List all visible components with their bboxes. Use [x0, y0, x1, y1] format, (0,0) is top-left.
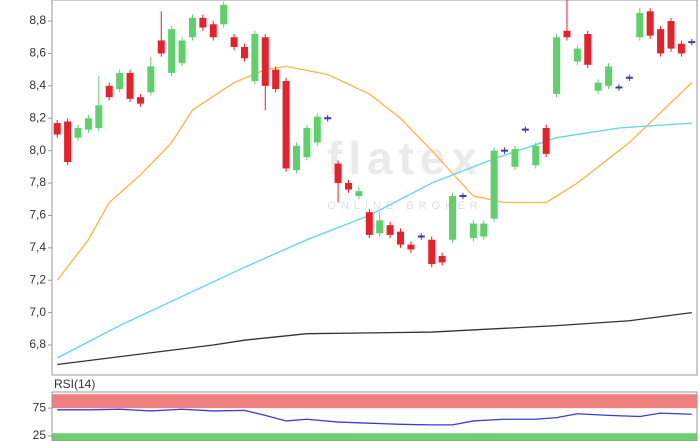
- y-tick-label: 8,4: [29, 78, 46, 92]
- candle-body: [230, 37, 238, 47]
- candle-body: [532, 145, 540, 166]
- candle-body: [677, 43, 685, 54]
- y-tick-label: 75: [33, 400, 47, 414]
- candle-body: [417, 235, 425, 238]
- candle-body: [199, 17, 207, 28]
- candle-body: [157, 40, 165, 54]
- y-tick-label: 25: [33, 428, 47, 441]
- candle-body: [334, 163, 342, 184]
- rsi-band: [52, 394, 697, 409]
- candle-body: [615, 86, 623, 89]
- y-tick-label: 7,0: [29, 305, 46, 319]
- candle-body: [646, 11, 654, 36]
- candle-body: [667, 21, 675, 49]
- candle-body: [344, 183, 352, 190]
- candle-body: [480, 223, 488, 237]
- candle-body: [84, 118, 92, 130]
- candle-body: [292, 145, 300, 171]
- candle-body: [188, 17, 196, 38]
- candle-body: [74, 127, 82, 138]
- candle-body: [521, 128, 529, 131]
- candle-body: [563, 30, 571, 38]
- candle-body: [282, 80, 290, 169]
- candle-body: [428, 239, 436, 265]
- candle-body: [116, 72, 124, 90]
- plot-frame: [51, 391, 698, 441]
- candle-body: [147, 66, 155, 93]
- y-tick-label: 7,4: [29, 240, 46, 254]
- candle-body: [469, 223, 477, 239]
- y-tick-label: 8,6: [29, 46, 46, 60]
- candle-body: [355, 191, 363, 197]
- y-tick-label: 8,2: [29, 110, 46, 124]
- candle-body: [53, 123, 61, 135]
- candle-body: [542, 127, 550, 154]
- candle-body: [605, 66, 613, 86]
- rsi-line: [57, 408, 692, 426]
- candle-body: [657, 29, 665, 54]
- candle-body: [240, 46, 248, 59]
- candle-body: [272, 69, 280, 90]
- moving-average: [57, 311, 692, 366]
- y-tick-label: 6,8: [29, 337, 46, 351]
- candle-body: [501, 149, 509, 152]
- candle-body: [584, 34, 592, 65]
- plot-frame: [51, 0, 698, 376]
- y-tick-label: 7,8: [29, 175, 46, 189]
- candle-body: [553, 37, 561, 94]
- candle-body: [573, 48, 581, 62]
- candle-body: [397, 231, 405, 245]
- candle-body: [324, 117, 332, 120]
- candle-body: [688, 41, 696, 44]
- candle-body: [95, 105, 103, 128]
- candle-body: [126, 72, 134, 99]
- y-tick-label: 8,0: [29, 143, 46, 157]
- rsi-band: [52, 433, 697, 441]
- candle-body: [636, 12, 644, 38]
- candle-body: [209, 24, 217, 38]
- watermark-tagline: ONLINE BROKER: [327, 200, 482, 212]
- y-tick-label: 8,8: [29, 13, 46, 27]
- candle-body: [594, 82, 602, 91]
- candle-body: [168, 29, 176, 73]
- candle-body: [64, 121, 72, 162]
- candle-body: [386, 225, 394, 235]
- candle-body: [178, 40, 186, 64]
- candle-body: [376, 220, 384, 234]
- candle-body: [313, 116, 321, 143]
- y-tick-label: 7,2: [29, 272, 46, 286]
- candle-body: [407, 244, 415, 250]
- candle-body: [251, 34, 259, 81]
- candle-body: [449, 196, 457, 240]
- candle-body: [365, 212, 373, 235]
- rsi-title: RSI(14): [54, 377, 95, 391]
- moving-average: [56, 65, 693, 281]
- candle-body: [105, 85, 113, 98]
- candle-body: [261, 37, 269, 86]
- candle-body: [511, 149, 519, 167]
- candle-body: [136, 97, 144, 104]
- candle-body: [459, 195, 467, 198]
- candle-body: [303, 127, 311, 158]
- candle-body: [490, 150, 498, 219]
- candle-body: [220, 4, 228, 25]
- candle-body: [438, 255, 446, 263]
- watermark-brand: flatex: [327, 132, 483, 184]
- candle-body: [625, 76, 633, 79]
- y-tick-label: 7,6: [29, 208, 46, 222]
